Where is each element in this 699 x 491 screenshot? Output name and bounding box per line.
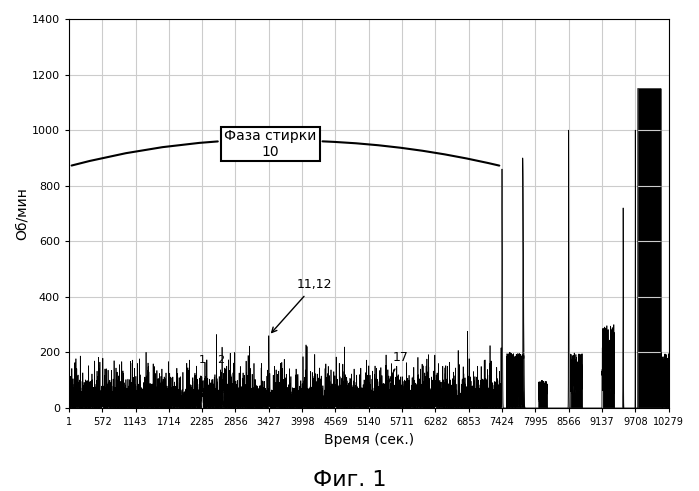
Y-axis label: Об/мин: Об/мин — [15, 187, 29, 240]
Text: Фаза стирки
10: Фаза стирки 10 — [224, 129, 317, 159]
X-axis label: Время (сек.): Время (сек.) — [324, 433, 414, 446]
Text: 1: 1 — [199, 355, 206, 365]
Text: 11,12: 11,12 — [272, 278, 332, 332]
Text: 17: 17 — [389, 351, 408, 382]
Text: Фиг. 1: Фиг. 1 — [312, 470, 387, 490]
Text: 2: 2 — [217, 355, 224, 365]
FancyBboxPatch shape — [221, 127, 319, 161]
